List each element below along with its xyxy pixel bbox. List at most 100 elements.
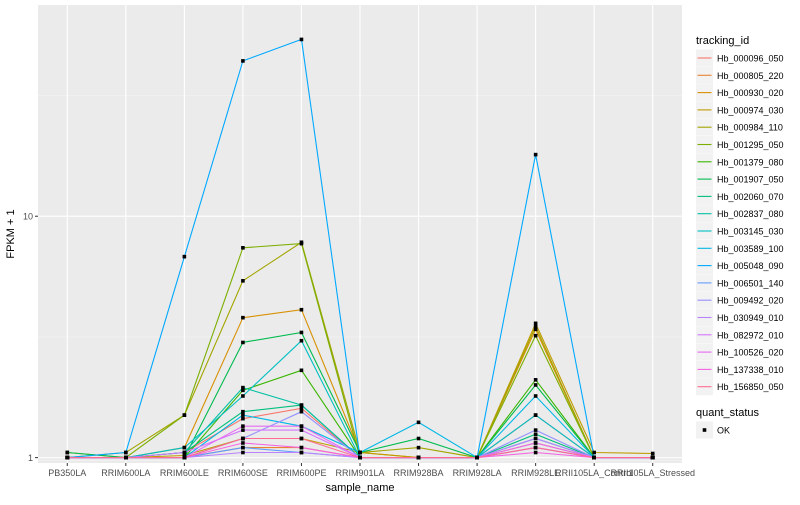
data-point xyxy=(241,394,245,398)
legend: tracking_id Hb_000096_050Hb_000805_220Hb… xyxy=(696,35,784,439)
legend-item: Hb_000805_220 xyxy=(696,66,784,84)
legend-label: Hb_003145_030 xyxy=(717,227,784,237)
y-tick-label: 10 xyxy=(23,212,33,222)
data-point xyxy=(592,450,596,455)
x-tick-label: RRIM928BA xyxy=(394,468,444,478)
y-axis: 1 10 xyxy=(23,212,38,463)
data-point xyxy=(241,315,245,320)
data-point xyxy=(241,245,245,250)
legend-label: Hb_000930_020 xyxy=(717,88,784,98)
data-point xyxy=(533,432,538,437)
legend-label: Hb_000974_030 xyxy=(717,105,784,115)
legend-item: Hb_030949_010 xyxy=(696,309,784,326)
data-point xyxy=(533,333,538,338)
data-point xyxy=(182,450,187,455)
data-point xyxy=(299,338,304,343)
shape-legend-item: OK xyxy=(696,421,730,439)
data-point xyxy=(650,455,655,460)
legend-title: tracking_id xyxy=(696,35,749,47)
data-point xyxy=(241,388,245,393)
data-point xyxy=(533,413,538,417)
legend-label: Hb_002060_070 xyxy=(717,192,784,202)
data-point xyxy=(182,254,187,259)
data-point xyxy=(299,406,304,411)
data-point xyxy=(533,436,538,441)
data-point xyxy=(533,378,538,382)
legend-item: Hb_005048_090 xyxy=(696,257,784,275)
data-point xyxy=(124,455,128,460)
data-point xyxy=(241,385,245,390)
x-tick-label: RRIM600LA xyxy=(101,468,150,478)
legend-items: Hb_000096_050 Hb_000805_220 Hb_000930_020 H… xyxy=(696,49,784,396)
data-point xyxy=(299,368,304,373)
data-point xyxy=(358,455,362,460)
shape-legend-label: OK xyxy=(717,426,730,436)
data-point xyxy=(241,436,245,441)
data-point xyxy=(475,455,479,460)
data-point xyxy=(533,321,538,326)
data-point xyxy=(241,413,245,417)
x-tick-label: RRIM928LA xyxy=(453,468,502,478)
y-axis-title: FPKM + 1 xyxy=(5,209,17,258)
data-point xyxy=(299,330,304,335)
legend-label: Hb_000096_050 xyxy=(717,54,784,64)
data-point xyxy=(299,450,304,455)
data-point xyxy=(416,455,421,460)
data-point xyxy=(241,59,245,63)
data-point xyxy=(241,441,245,445)
legend-label: Hb_000805_220 xyxy=(717,71,784,81)
x-axis: PB350LA RRIM600LA RRIM600LE RRIM600SE RRIM60… xyxy=(48,463,695,478)
legend-label: Hb_137338_010 xyxy=(717,365,784,375)
shape-legend-items: OK xyxy=(696,421,730,439)
legend-item: Hb_002060_070 xyxy=(696,187,784,205)
data-point xyxy=(299,307,304,312)
data-point xyxy=(299,241,304,246)
data-point xyxy=(299,428,304,432)
data-point xyxy=(241,279,245,283)
data-point xyxy=(299,409,304,414)
data-point xyxy=(182,455,187,460)
legend-label: Hb_100526_020 xyxy=(717,348,784,358)
legend-item: Hb_003589_100 xyxy=(696,239,784,257)
data-points xyxy=(65,37,655,460)
legend-label: Hb_006501_140 xyxy=(717,278,784,288)
legend-item: Hb_009492_020 xyxy=(696,291,784,309)
legend-label: Hb_156850_050 xyxy=(717,382,784,392)
x-tick-label: RRIM901LA xyxy=(335,468,384,478)
legend-label: Hb_003589_100 xyxy=(717,244,784,254)
data-point xyxy=(358,450,362,455)
legend-label: Hb_082972_010 xyxy=(717,330,784,340)
data-point xyxy=(241,416,245,421)
legend-item: Hb_001907_050 xyxy=(696,170,784,188)
legend-item: Hb_001295_050 xyxy=(696,136,784,153)
legend-item: Hb_000930_020 xyxy=(696,84,784,102)
legend-label: Hb_001379_080 xyxy=(717,157,784,167)
data-point xyxy=(533,383,538,387)
data-point xyxy=(182,453,187,458)
data-point xyxy=(241,340,245,345)
data-point xyxy=(533,441,538,445)
shape-legend-title: quant_status xyxy=(696,407,759,419)
legend-label: Hb_001295_050 xyxy=(717,140,784,150)
data-point xyxy=(241,428,245,432)
data-point xyxy=(533,428,538,432)
x-axis-title: sample_name xyxy=(325,482,394,494)
data-point xyxy=(124,450,128,455)
data-point xyxy=(533,445,538,450)
data-point xyxy=(241,445,245,450)
data-point xyxy=(533,394,538,398)
data-point xyxy=(241,450,245,455)
x-tick-label: RRII105LA_Control xyxy=(555,468,633,478)
x-tick-label: RRIM600LE xyxy=(160,468,209,478)
legend-label: Hb_002837_080 xyxy=(717,209,784,219)
data-point xyxy=(65,455,70,460)
x-tick-label: RRIM600PE xyxy=(276,468,326,478)
data-point xyxy=(182,445,187,450)
legend-label: Hb_005048_090 xyxy=(717,261,784,271)
legend-label: Hb_000984_110 xyxy=(717,123,783,133)
data-point xyxy=(65,450,70,455)
x-tick-label: PB350LA xyxy=(48,468,86,478)
legend-label: Hb_001907_050 xyxy=(717,175,784,185)
